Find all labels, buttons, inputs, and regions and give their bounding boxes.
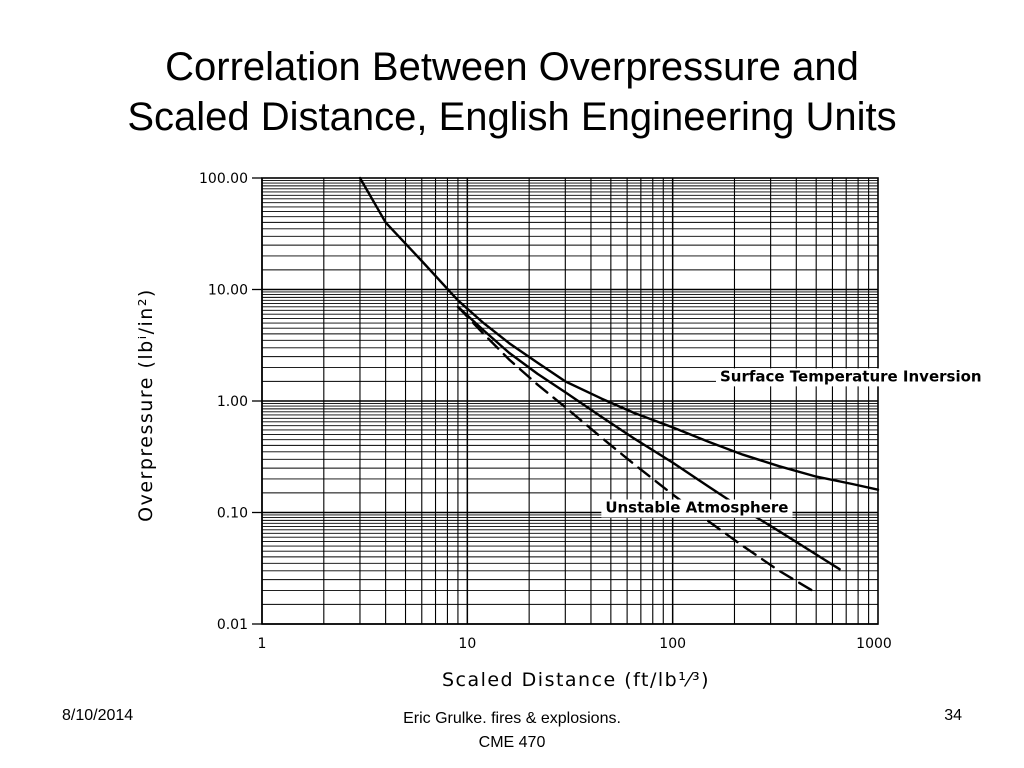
y-axis-label: Overpressure (lbⁱ/in²) bbox=[135, 288, 157, 522]
y-tick-label: 0.01 bbox=[217, 617, 248, 633]
x-axis-label: Scaled Distance (ft/lb¹⁄³) bbox=[442, 669, 710, 691]
y-tick-label: 1.00 bbox=[217, 394, 248, 410]
y-tick-label: 100.00 bbox=[199, 171, 248, 187]
slide-title: Correlation Between Overpressure and Sca… bbox=[0, 42, 1024, 142]
x-tick-label: 1 bbox=[258, 636, 267, 652]
x-tick-label: 1000 bbox=[856, 636, 892, 652]
footer-date: 8/10/2014 bbox=[62, 707, 134, 724]
series-line-2 bbox=[456, 305, 841, 571]
curve-annotation: Unstable Atmosphere bbox=[605, 499, 788, 517]
x-tick-label: 10 bbox=[458, 636, 476, 652]
footer-credit-line-1: Eric Grulke. fires & explosions. bbox=[403, 710, 621, 727]
slide-title-line-1: Correlation Between Overpressure and bbox=[165, 45, 859, 89]
x-tick-label: 100 bbox=[659, 636, 686, 652]
footer-credit: Eric Grulke. fires & explosions. CME 470 bbox=[312, 707, 712, 755]
labels-layer: 100.00 10.00 1.00 0.10 0.01 1 10 100 1000 Scaled … bbox=[135, 171, 986, 691]
footer-credit-line-2: CME 470 bbox=[478, 734, 546, 751]
slide-title-line-2: Scaled Distance, English Engineering Uni… bbox=[127, 95, 897, 139]
y-tick-label: 0.10 bbox=[217, 506, 248, 522]
y-tick-label: 10.00 bbox=[208, 283, 248, 299]
grid bbox=[261, 178, 878, 625]
series-layer bbox=[358, 176, 880, 595]
annotation-background bbox=[715, 368, 986, 387]
series-line-1 bbox=[358, 176, 880, 491]
overpressure-chart: 100.00 10.00 1.00 0.10 0.01 1 10 100 1000 Scaled … bbox=[135, 171, 986, 691]
curve-annotation: Surface Temperature Inversion bbox=[720, 367, 982, 385]
footer-page-number: 34 bbox=[944, 707, 962, 724]
annotation-background bbox=[601, 499, 793, 518]
series-line-3 bbox=[456, 305, 818, 595]
